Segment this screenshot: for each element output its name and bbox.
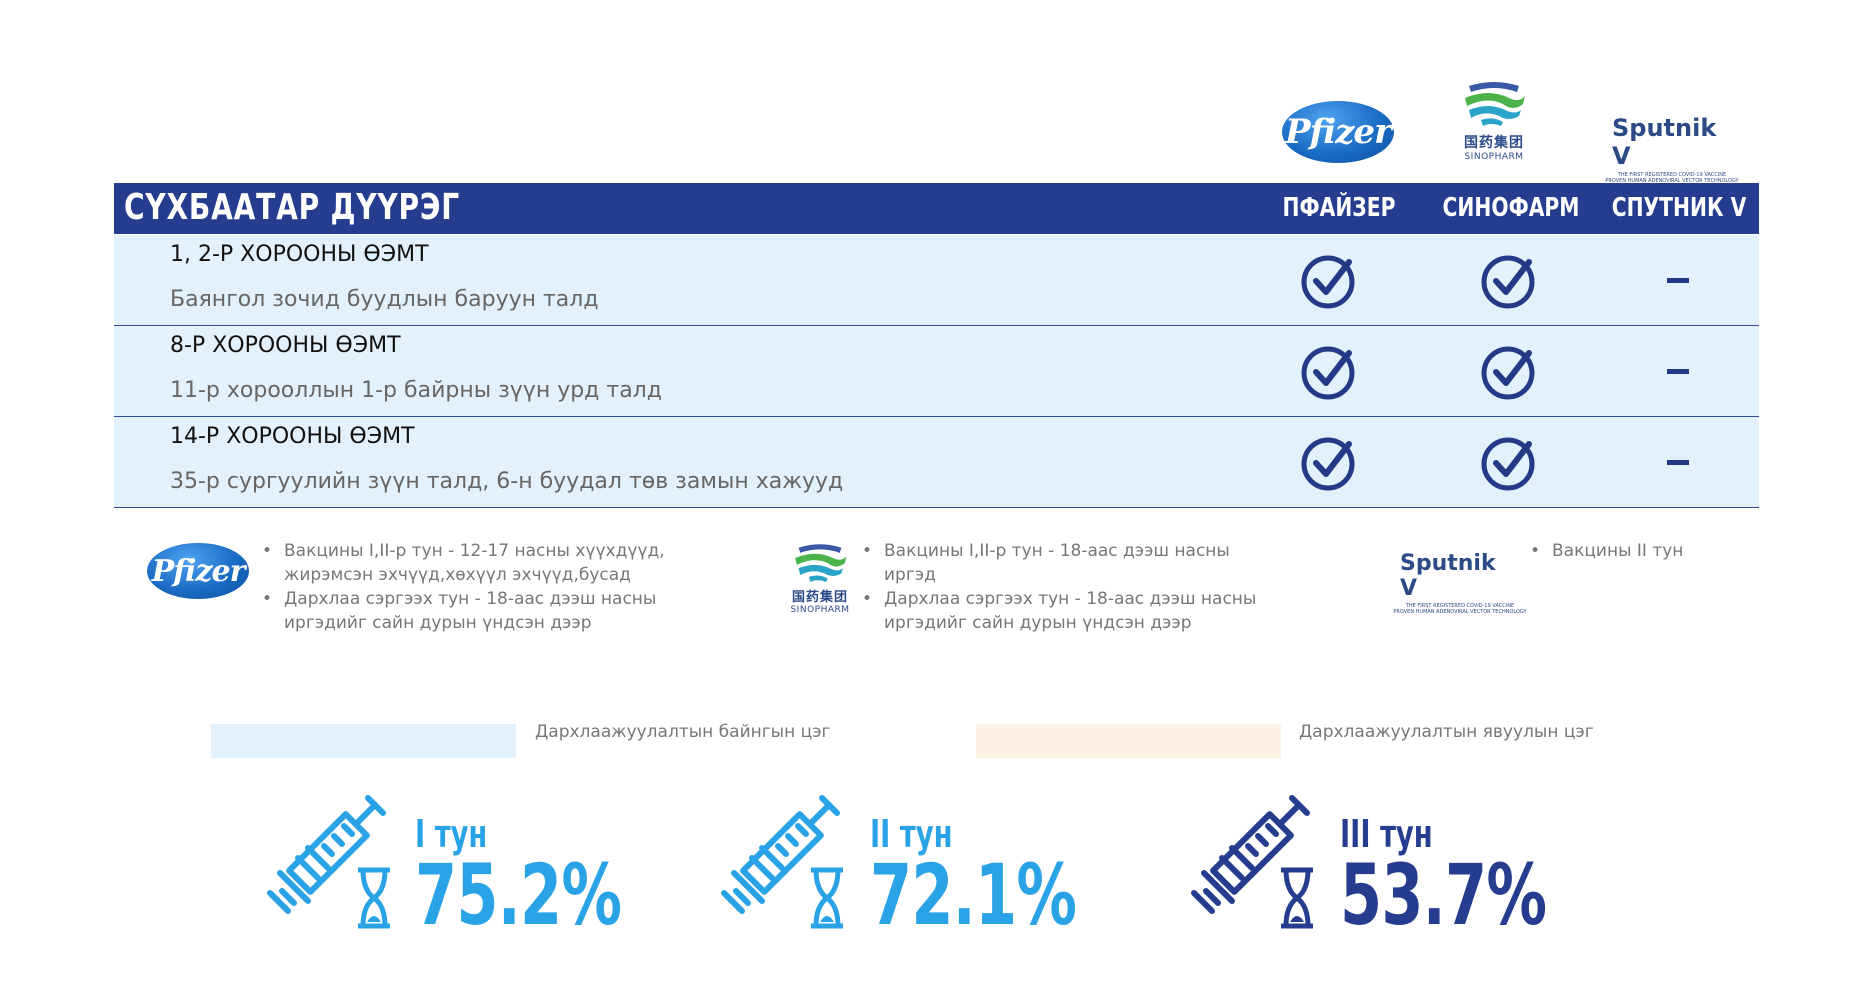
sputnik-logo: Sputnik V THE FIRST REGISTERED COVID-19 … [1605,114,1738,184]
row-title: 1, 2-Р ХОРООНЫ ӨЭМТ [170,242,429,267]
sputnik-logo-name: Sputnik V [1612,114,1717,170]
sputnik-logo-sub2: PROVEN HUMAN ADENOVIRAL VECTOR TECHNOLOG… [1605,178,1739,184]
legend-sputnik-sub: THE FIRST REGISTERED COVID-19 VACCINE [1405,603,1515,609]
row-title: 14-Р ХОРООНЫ ӨЭМТ [170,424,415,449]
syringe-icon [267,795,386,914]
legend-pfizer-list: Вакцины I,II-р тун - 12-17 насны хүүхдүү… [258,539,678,635]
mobile-point-label: Дархлаажуулалтын явуулын цэг [1299,722,1594,742]
row-subtitle: 35-р сургуулийн зүүн талд, 6-н буудал тө… [170,469,844,494]
not-available-dash [1667,460,1689,465]
dose-3-percent: 53.7% [1340,846,1547,944]
pfizer-logo-text: Pfizer [1285,112,1392,152]
legend-item: Вакцины II тун [1526,539,1786,563]
legend-sinopharm-list: Вакцины I,II-р тун - 18-аас дээш насны и… [858,539,1278,635]
table-row: 14-Р ХОРООНЫ ӨЭМТ 35-р сургуулийн зүүн т… [114,417,1759,508]
legend-sinopharm-en: SINOPHARM [790,605,850,615]
sinopharm-emblem-icon [1465,82,1525,126]
hourglass-icon [1281,867,1313,929]
dose-1-percent: 75.2% [415,846,622,944]
dose-1-label: I тун [415,812,488,856]
legend-item: Дархлаа сэргээх тун - 18-аас дээш насны … [858,587,1278,635]
legend-sputnik-logo: Sputnik V THE FIRST REGISTERED COVID-19 … [1393,551,1526,615]
table-row: 8-Р ХОРООНЫ ӨЭМТ 11-р хорооллын 1-р байр… [114,326,1759,417]
column-pfizer: ПФАЙЗЕР [1282,193,1396,223]
dose-2-label: II тун [870,812,953,856]
check-circle-icon [1481,255,1535,309]
legend-item: Вакцины I,II-р тун - 12-17 насны хүүхдүү… [258,539,678,587]
legend-sinopharm-cn: 国药集团 [791,590,848,605]
sinopharm-emblem-icon [795,544,847,582]
column-sputnik: СПУТНИК V [1611,193,1747,223]
sinopharm-logo-en: SINOPHARM [1464,152,1524,162]
dose-3-label: III тун [1340,812,1433,856]
legend-sputnik-name: Sputnik V [1400,551,1496,601]
pfizer-logo: Pfizer [1282,101,1394,163]
sinopharm-logo-cn: 国药集团 [1464,135,1524,151]
legend-pfizer-logo-text: Pfizer [151,553,246,589]
hourglass-icon [811,867,843,929]
fixed-point-label: Дархлаажуулалтын байнгын цэг [535,722,831,742]
mobile-point-swatch [976,724,1281,758]
legend-item: Вакцины I,II-р тун - 18-аас дээш насны и… [858,539,1278,587]
check-circle-icon [1301,255,1355,309]
legend-sputnik-list: Вакцины II тун [1526,539,1786,563]
syringe-icon [1191,795,1310,914]
row-subtitle: Баянгол зочид буудлын баруун талд [170,287,599,312]
row-subtitle: 11-р хорооллын 1-р байрны зүүн урд талд [170,378,662,403]
check-circle-icon [1481,346,1535,400]
legend-pfizer-logo: Pfizer [147,543,249,599]
district-title: СҮХБААТАР ДҮҮРЭГ [124,187,460,228]
hourglass-icon [358,867,390,929]
row-title: 8-Р ХОРООНЫ ӨЭМТ [170,333,401,358]
legend-sputnik-sub2: PROVEN HUMAN ADENOVIRAL VECTOR TECHNOLOG… [1393,609,1527,615]
table-row: 1, 2-Р ХОРООНЫ ӨЭМТ Баянгол зочид буудлы… [114,235,1759,326]
sinopharm-logo: 国药集团 SINOPHARM [1454,80,1534,162]
syringe-icon [721,795,840,914]
not-available-dash [1667,369,1689,374]
legend-item: Дархлаа сэргээх тун - 18-аас дээш насны … [258,587,678,635]
dose-2-percent: 72.1% [870,846,1077,944]
check-circle-icon [1481,437,1535,491]
fixed-point-swatch [211,724,516,758]
not-available-dash [1667,278,1689,283]
table-header: СҮХБААТАР ДҮҮРЭГ ПФАЙЗЕР СИНОФАРМ СПУТНИ… [114,183,1759,234]
sputnik-logo-sub: THE FIRST REGISTERED COVID-19 VACCINE [1617,172,1727,178]
column-sinopharm: СИНОФАРМ [1442,193,1580,223]
legend-sinopharm-logo: 国药集团 SINOPHARM [775,542,865,615]
check-circle-icon [1301,346,1355,400]
check-circle-icon [1301,437,1355,491]
